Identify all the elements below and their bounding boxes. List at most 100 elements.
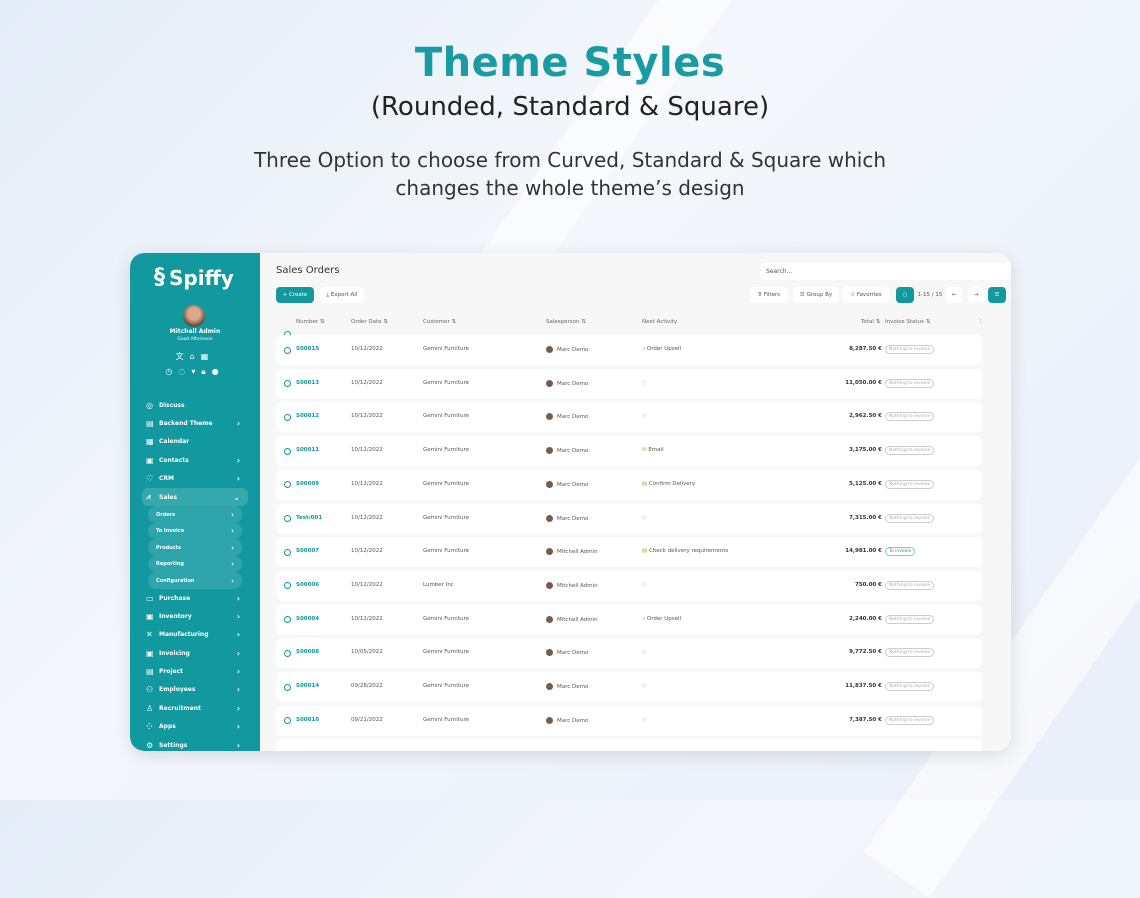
sidebar-item-invoicing[interactable]: ▣ Invoicing › xyxy=(142,644,248,662)
col-number[interactable]: Number ⇅ xyxy=(296,319,325,325)
col-next-activity[interactable]: Next Activity xyxy=(642,319,678,325)
next-activity[interactable]: ▤ Confirm Delivery xyxy=(642,481,695,487)
next-activity[interactable]: ◷ xyxy=(642,683,647,689)
row-checkbox[interactable] xyxy=(284,413,291,421)
order-number[interactable]: S00006 xyxy=(296,581,320,588)
search-input[interactable]: Search...⌕ xyxy=(760,263,1011,280)
sidebar-item-sales[interactable]: ⩘ Sales ⌄ xyxy=(142,487,248,507)
row-checkbox[interactable] xyxy=(284,582,291,590)
lock-icon[interactable]: 🔒︎ xyxy=(201,367,212,376)
layout-icon[interactable]: ▦ xyxy=(200,352,215,361)
col-label: Total xyxy=(861,319,874,325)
row-checkbox[interactable] xyxy=(284,481,291,489)
table-row[interactable] xyxy=(276,739,982,751)
row-checkbox[interactable] xyxy=(284,380,291,388)
col-invoice-status[interactable]: Invoice Status ⇅ xyxy=(885,319,931,325)
sidebar-item-apps[interactable]: ⁘ Apps › xyxy=(142,718,248,736)
refresh-icon[interactable]: ○ xyxy=(896,287,914,303)
table-row[interactable]: S00009 10/12/2022 Gemini Furniture Marc … xyxy=(276,469,982,500)
filters-button[interactable]: ⊽ Filters xyxy=(750,287,788,303)
order-number[interactable]: S00012 xyxy=(296,413,320,420)
list-view-icon[interactable]: ☰ xyxy=(988,287,1006,303)
next-activity[interactable]: ▤ Check delivery requirements xyxy=(642,548,728,554)
row-checkbox[interactable] xyxy=(284,346,291,354)
building-icon[interactable]: ⌂ xyxy=(189,352,201,361)
create-button[interactable]: + Create xyxy=(276,287,314,303)
row-checkbox[interactable] xyxy=(284,548,291,556)
bulb-icon[interactable]: ● xyxy=(211,367,225,376)
table-row[interactable]: S00015 10/12/2022 Gemini Furniture Marc … xyxy=(276,335,982,365)
table-row[interactable]: S00006 10/12/2022 Lumber Inc Mitchell Ad… xyxy=(276,570,982,601)
sidebar-subitem-orders[interactable]: Orders › xyxy=(148,506,242,523)
sidebar-subitem-to-invoice[interactable]: To Invoice › xyxy=(148,522,242,540)
avatar[interactable] xyxy=(183,305,205,327)
sidebar-item-project[interactable]: ▤ Project › xyxy=(142,662,248,680)
sidebar-item-backend-theme[interactable]: ▤ Backend Theme › xyxy=(142,414,248,432)
sidebar-subitem-reporting[interactable]: Reporting › xyxy=(148,555,242,573)
row-checkbox[interactable] xyxy=(284,717,291,725)
sidebar-item-calendar[interactable]: ▦ Calendar xyxy=(142,433,248,451)
sidebar-item-recruitment[interactable]: ♙ Recruitment › xyxy=(142,699,248,717)
kanban-view-icon[interactable]: ■ xyxy=(1010,287,1011,303)
sidebar-item-manufacturing[interactable]: ✕ Manufacturing › xyxy=(142,626,248,644)
prev-page-icon[interactable]: ← xyxy=(946,287,962,303)
activity-icon[interactable]: ◷ xyxy=(165,367,179,376)
order-number[interactable]: Test/001 xyxy=(296,514,323,521)
table-row[interactable]: S00008 10/05/2022 Gemini Furniture Marc … xyxy=(276,638,982,669)
next-activity[interactable]: ◷ xyxy=(642,413,647,419)
export-all-button[interactable]: ⤓ Export All xyxy=(320,287,364,303)
table-row[interactable]: S00013 10/12/2022 Gemini Furniture Marc … xyxy=(276,368,982,399)
next-activity[interactable]: ⩘ Order Upsell xyxy=(642,346,681,353)
order-number[interactable]: S00013 xyxy=(296,379,320,386)
favorites-button[interactable]: ☆ Favorites xyxy=(843,287,889,303)
sidebar-item-inventory[interactable]: ▣ Inventory › xyxy=(142,607,248,625)
next-activity[interactable]: ◷ xyxy=(642,717,647,723)
table-row[interactable]: S00014 09/28/2022 Gemini Furniture Marc … xyxy=(276,672,982,702)
next-activity[interactable]: ◷ xyxy=(642,515,647,521)
avatar xyxy=(546,447,553,455)
order-number[interactable]: S00010 xyxy=(296,716,320,723)
row-checkbox[interactable] xyxy=(284,447,291,455)
table-row[interactable]: S00010 09/21/2022 Gemini Furniture Marc … xyxy=(276,705,982,736)
next-activity[interactable]: ✉ Email xyxy=(642,447,664,453)
next-page-icon[interactable]: → xyxy=(968,287,984,303)
table-row[interactable]: S00004 10/12/2022 Gemini Furniture Mitch… xyxy=(276,604,982,635)
translate-icon[interactable]: 文 xyxy=(175,352,190,361)
sidebar-subitem-configuration[interactable]: Configuration › xyxy=(148,572,242,589)
chat-icon[interactable]: ◌ xyxy=(178,367,192,376)
order-number[interactable]: S00004 xyxy=(296,615,320,622)
group-by-button[interactable]: ☰ Group By xyxy=(793,287,839,303)
sidebar-item-settings[interactable]: ⚙ Settings › xyxy=(142,736,248,751)
sidebar-item-crm[interactable]: ♡ CRM › xyxy=(142,470,248,488)
row-checkbox[interactable] xyxy=(284,515,291,522)
order-number[interactable]: S00009 xyxy=(296,480,320,487)
next-activity[interactable]: ◷ xyxy=(642,582,647,588)
chevron-right-icon: › xyxy=(236,611,240,621)
order-number[interactable]: S00015 xyxy=(296,346,320,352)
next-activity[interactable]: ⩘ Order Upsell xyxy=(642,616,681,623)
table-row[interactable]: S00011 10/12/2022 Gemini Furniture Marc … xyxy=(276,436,982,467)
next-activity[interactable]: ◷ xyxy=(642,649,647,655)
col-order-date[interactable]: Order Date ⇅ xyxy=(351,319,388,325)
order-number[interactable]: S00014 xyxy=(296,683,320,689)
sidebar-item-discuss[interactable]: ◎ Discuss xyxy=(142,396,248,414)
row-checkbox[interactable] xyxy=(284,649,291,657)
sidebar-item-contacts[interactable]: ▣ Contacts › xyxy=(142,451,248,469)
next-activity[interactable]: ◷ xyxy=(642,380,647,386)
row-checkbox[interactable] xyxy=(284,683,291,691)
column-options-icon[interactable]: ⋮ xyxy=(978,319,984,325)
col-customer[interactable]: Customer ⇅ xyxy=(423,319,457,325)
col-total[interactable]: Total ⇅ xyxy=(861,319,881,325)
order-number[interactable]: S00007 xyxy=(296,548,320,555)
table-row[interactable]: Test/001 10/12/2022 Gemini Furniture Mar… xyxy=(276,503,982,534)
order-number[interactable]: S00008 xyxy=(296,649,320,656)
sidebar-item-employees[interactable]: ⚇ Employees › xyxy=(142,681,248,699)
sidebar-item-purchase[interactable]: ▭ Purchase › xyxy=(142,589,248,607)
col-salesperson[interactable]: Salesperson ⇅ xyxy=(546,319,586,325)
order-number[interactable]: S00011 xyxy=(296,447,320,454)
table-row[interactable]: S00007 10/12/2022 Gemini Furniture Mitch… xyxy=(276,537,982,568)
table-row[interactable]: S00012 10/12/2022 Gemini Furniture Marc … xyxy=(276,402,982,433)
row-checkbox[interactable] xyxy=(284,616,291,624)
theme-icon[interactable]: ▾ xyxy=(191,367,202,376)
sidebar-subitem-products[interactable]: Products › xyxy=(148,539,242,556)
